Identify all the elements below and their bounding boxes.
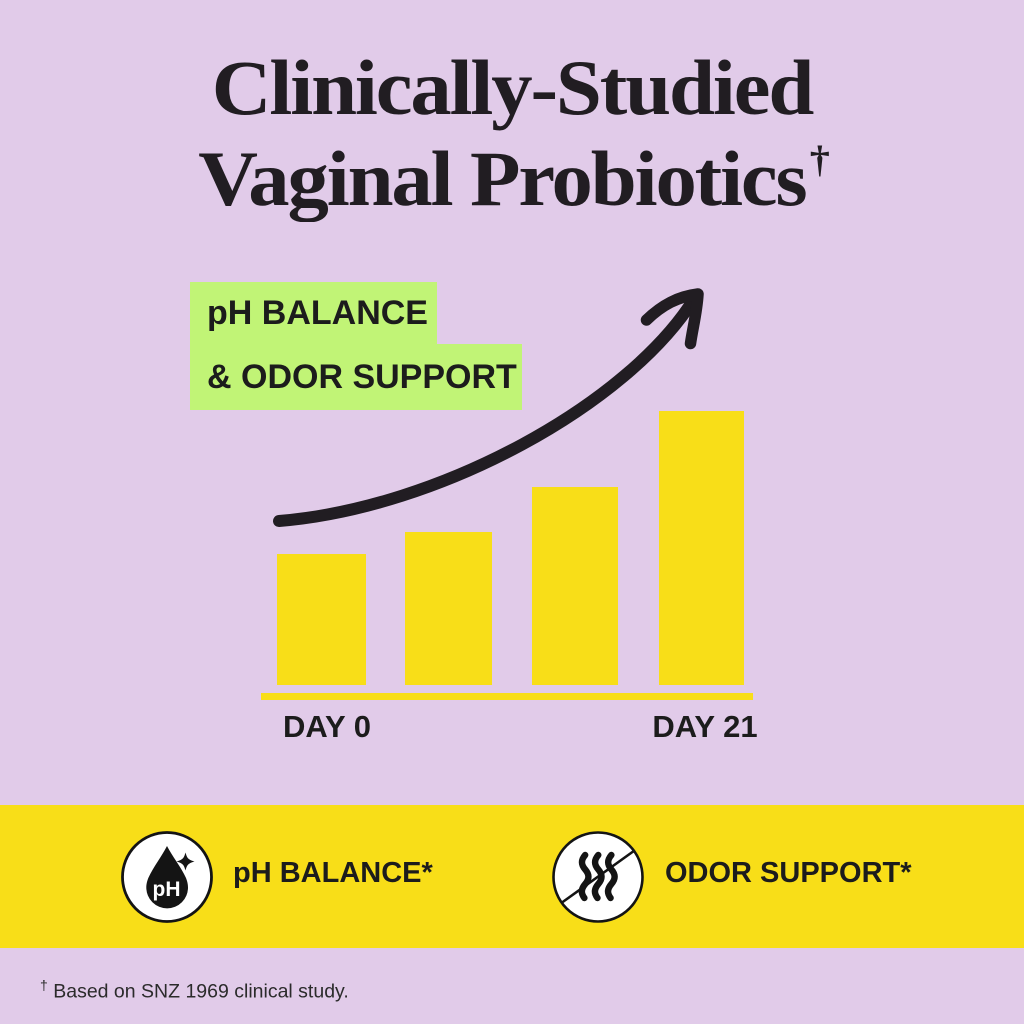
svg-text:pH: pH	[153, 878, 181, 901]
